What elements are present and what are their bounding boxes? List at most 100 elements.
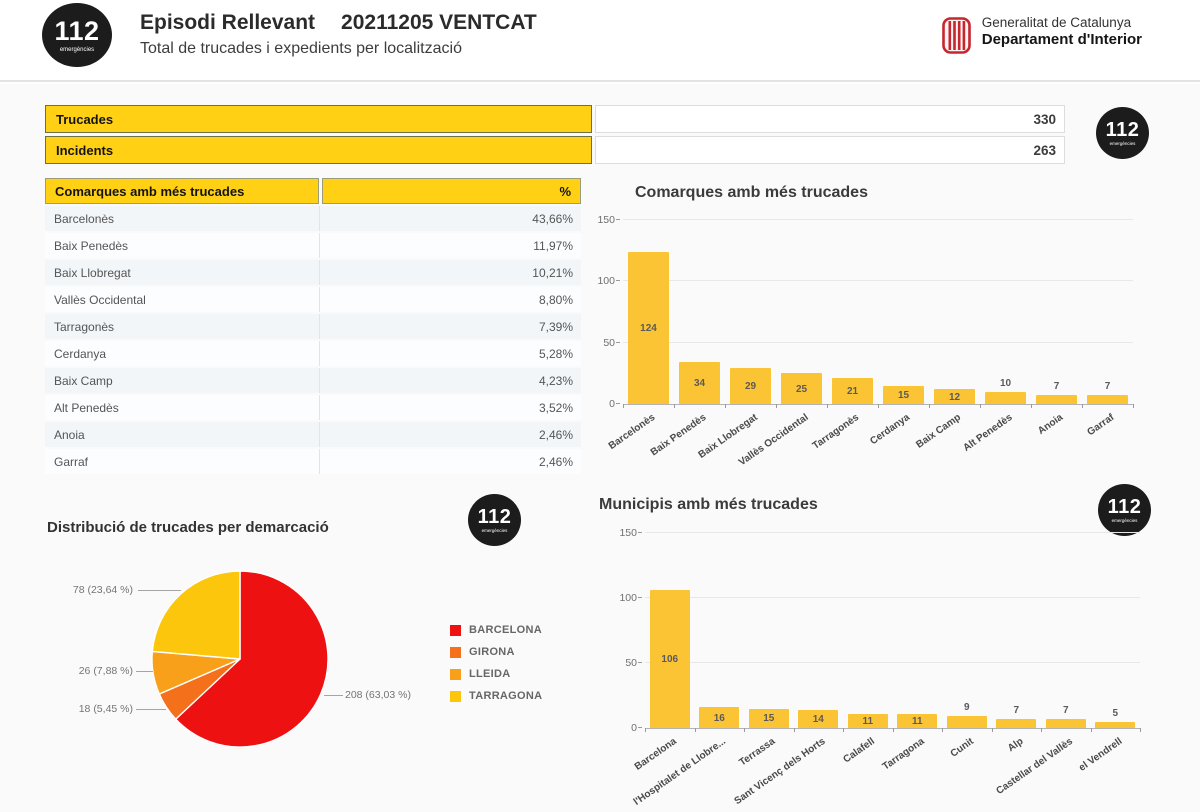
gridline	[645, 597, 1140, 599]
stat-label-trucades: Trucades	[45, 105, 592, 133]
generalitat-branding: Generalitat de Catalunya Departament d'I…	[941, 15, 1142, 59]
x-axis-tick	[1133, 404, 1134, 408]
112-logo-number: 112	[477, 505, 512, 528]
pie-callout-line	[136, 709, 166, 710]
pie-chart	[140, 559, 340, 759]
bar-Cunit[interactable]	[946, 716, 987, 728]
bar-Baix Penedès[interactable]	[679, 362, 720, 404]
comarques-table: Comarques amb més trucades % Barcelonès 4…	[45, 178, 581, 476]
x-axis-category-label: Garraf	[1085, 412, 1117, 439]
municipis-chart-title: Municipis amb més trucades	[599, 496, 818, 513]
page-title-event: 20211205 VENTCAT	[341, 11, 537, 34]
bar-Cerdanya[interactable]	[883, 385, 924, 404]
table-row: Garraf 2,46%	[45, 449, 581, 474]
legend-item-LLEIDA[interactable]: LLEIDA	[450, 668, 542, 680]
y-axis-tick-label: 150	[597, 214, 615, 226]
bar-value-label: 11	[862, 715, 874, 727]
y-axis-tick-label: 150	[619, 527, 637, 539]
comarca-pct: 5,28%	[319, 341, 581, 366]
bar-Terrassa[interactable]	[748, 708, 789, 728]
table-row: Baix Camp 4,23%	[45, 368, 581, 393]
comarca-pct: 2,46%	[319, 422, 581, 447]
table-row: Cerdanya 5,28%	[45, 341, 581, 366]
page-subtitle: Total de trucades i expedients per local…	[140, 40, 462, 57]
x-axis-category-label: Barcelona	[632, 736, 679, 773]
x-axis-tick	[694, 728, 696, 732]
bar-value-label: 25	[795, 383, 808, 395]
table-row: Baix Llobregat 10,21%	[45, 260, 581, 285]
bar-value-label: 14	[812, 713, 824, 725]
y-axis-tick	[638, 532, 642, 533]
bar-el Vendrell[interactable]	[1095, 721, 1136, 728]
bar-Castellar del Vallès[interactable]	[1045, 718, 1086, 728]
stat-value-trucades: 330	[595, 105, 1065, 133]
comarca-pct: 11,97%	[319, 233, 581, 258]
y-axis-tick	[616, 280, 620, 282]
legend-swatch-icon	[450, 668, 461, 680]
bar-Vallès Occidental[interactable]	[781, 373, 822, 404]
bar-Calafell[interactable]	[847, 713, 888, 728]
y-axis-tick-label: 100	[619, 592, 637, 605]
x-axis-category-label: Alt Penedès	[961, 412, 1015, 454]
comarques-table-header-pct: %	[322, 178, 581, 204]
legend-item-TARRAGONA[interactable]: TARRAGONA	[450, 690, 542, 702]
112-emergencies-logo: 112 emergències	[1096, 107, 1149, 159]
legend-item-BARCELONA[interactable]: BARCELONA	[450, 624, 542, 636]
bar-Tarragonès[interactable]	[832, 378, 873, 404]
112-logo-number: 112	[54, 15, 100, 46]
pie-slice-BARCELONA[interactable]	[174, 570, 329, 748]
y-axis-tick-label: 100	[597, 275, 615, 288]
x-axis-category-label: Tarragonès	[811, 412, 862, 452]
x-axis-category-label: Sant Vicenç dels Horts	[732, 736, 828, 808]
112-emergencies-logo: 112 emergències	[468, 494, 521, 546]
comarca-pct: 8,80%	[319, 287, 581, 312]
bar-Sant Vicenç dels Horts[interactable]	[798, 709, 839, 728]
x-axis-tick	[991, 728, 993, 732]
comarques-table-header-label: Comarques amb més trucades	[45, 178, 319, 204]
x-axis-tick	[1082, 404, 1083, 408]
comarques-chart-plot: 0 50 100 150 124 Barcelonès 34 Baix Penedès 29 Ba…	[597, 214, 1134, 468]
bar-Anoia[interactable]	[1036, 395, 1077, 404]
x-axis-tick	[827, 404, 828, 408]
table-row: Alt Penedès 3,52%	[45, 395, 581, 420]
x-axis-tick	[980, 404, 981, 408]
page-title-episode: Episodi Rellevant	[140, 11, 316, 34]
legend-swatch-icon	[450, 646, 461, 658]
bar-l'Hospitalet de Llobre...[interactable]	[699, 707, 740, 728]
bar-Baix Llobregat[interactable]	[730, 368, 771, 404]
legend-item-GIRONA[interactable]: GIRONA	[450, 646, 542, 658]
pie-chart-title: Distribució de trucades per demarcació	[47, 519, 329, 536]
112-logo-caption: emergències	[481, 527, 508, 533]
y-axis-tick-label: 50	[603, 336, 615, 349]
bar-Tarragona[interactable]	[897, 713, 938, 728]
stats-summary: Trucades 330 Incidents 263	[45, 105, 1065, 167]
pie-slice-TARRAGONA[interactable]	[151, 570, 241, 660]
comarca-pct: 43,66%	[319, 206, 581, 231]
bar-value-label: 21	[846, 386, 859, 398]
x-axis-tick	[929, 404, 930, 408]
comarques-chart-title: Comarques amb més trucades	[635, 184, 868, 201]
112-logo-caption: emergències	[1111, 517, 1138, 523]
pie-slice-label: 18 (5,45 %)	[78, 703, 133, 715]
bar-Barcelonès[interactable]	[628, 251, 669, 404]
x-axis-category-label: Baix Camp	[914, 412, 964, 451]
112-logo-number: 112	[1107, 495, 1142, 518]
comarca-pct: 3,52%	[319, 395, 581, 420]
bar-Alp[interactable]	[996, 718, 1037, 728]
bar-Alt Penedès[interactable]	[985, 391, 1026, 404]
112-logo-number: 112	[1105, 118, 1140, 141]
x-axis-tick	[744, 728, 745, 732]
municipis-chart-plot: 0 50 100 150 106 Barcelona 16 l'Hospitalet de L…	[619, 527, 1141, 808]
bar-Barcelona[interactable]	[649, 590, 690, 728]
bar-Baix Camp[interactable]	[934, 389, 975, 404]
comarques-table-header: Comarques amb més trucades %	[45, 178, 581, 204]
comarca-pct: 7,39%	[319, 314, 581, 339]
y-axis-tick	[616, 219, 620, 220]
comarca-pct: 4,23%	[319, 368, 581, 393]
bar-value-label: 34	[693, 378, 706, 390]
bar-Garraf[interactable]	[1087, 395, 1128, 404]
header-titles: Episodi Rellevant 20211205 VENTCAT Total …	[140, 11, 537, 58]
main-content: Trucades 330 Incidents 263 112 emergènci…	[0, 84, 1200, 812]
stat-label-incidents: Incidents	[45, 136, 592, 164]
comarca-name: Alt Penedès	[54, 400, 119, 415]
